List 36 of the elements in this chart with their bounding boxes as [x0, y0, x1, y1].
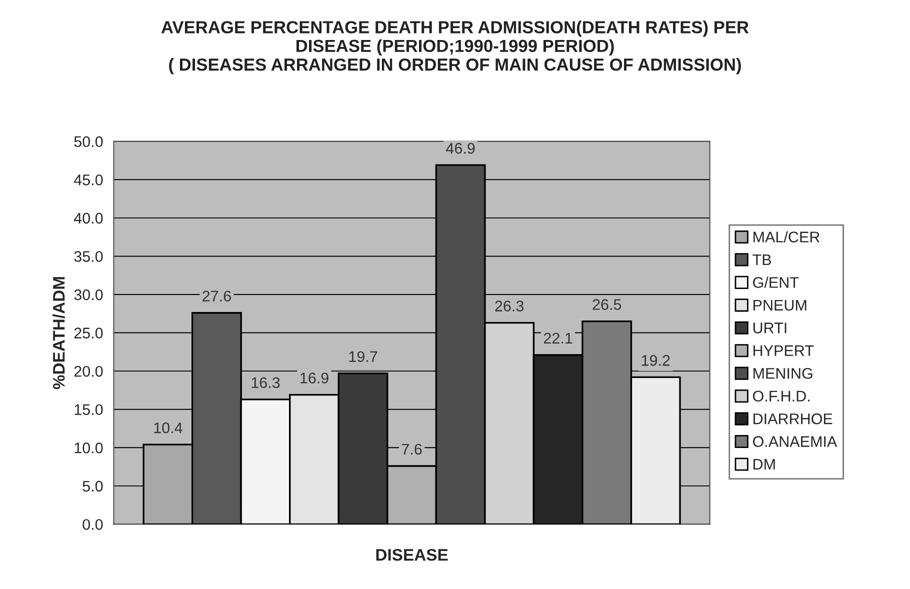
y-tick-label: 5.0 [82, 480, 103, 492]
data-label: 27.6 [202, 290, 231, 302]
data-label: 10.4 [154, 422, 182, 434]
legend-label: PNEUM [754, 300, 806, 311]
y-tick-label: 40.0 [74, 212, 103, 224]
y-tick-label: 35.0 [74, 251, 103, 262]
data-label: 46.9 [446, 142, 475, 154]
data-label: 26.3 [495, 300, 524, 312]
legend-label: URTI [753, 322, 786, 334]
y-tick-label: 0.0 [82, 519, 103, 530]
y-tick-label: 30.0 [74, 289, 103, 300]
legend-label: DM [754, 459, 775, 470]
legend-label: O.ANAEMIA [753, 436, 838, 447]
y-tick-label: 10.0 [74, 442, 103, 454]
data-label: 26.5 [592, 299, 622, 310]
y-tick-label: 20.0 [74, 366, 103, 377]
y-tick-label: 25.0 [74, 328, 103, 338]
legend-label: MENING [754, 368, 812, 379]
x-axis-title: DISEASE [376, 548, 448, 561]
legend-label: HYPERT [754, 345, 814, 356]
legend-label: DIARRHOE [754, 413, 832, 424]
y-tick-label: 50.0 [74, 136, 103, 148]
legend-label: O.F.H.D. [753, 390, 810, 402]
data-label: 22.1 [544, 332, 572, 344]
legend-label: MAL/CER [754, 231, 820, 242]
chart-title: AVERAGE PERCENTAGE DEATH PER ADMISSION(DEATH RATES) PER DISEASE (PERIOD;1990-1999 PERIOD) ( DISEASES ARRANGED IN ORDER OF MAIN CAUSE OF ADMISSION) [161, 20, 749, 74]
y-axis-title: %DEATH/ADM [52, 277, 65, 390]
y-tick-label: 45.0 [74, 174, 103, 186]
data-label: 19.7 [349, 351, 378, 362]
data-label: 19.2 [642, 355, 670, 366]
data-label: 16.9 [300, 372, 328, 384]
data-label: 16.3 [252, 377, 280, 388]
legend-label: G/ENT [753, 276, 799, 288]
legend-label: TB [752, 254, 771, 266]
data-label: 7.6 [402, 444, 422, 455]
y-tick-label: 15.0 [74, 404, 103, 416]
